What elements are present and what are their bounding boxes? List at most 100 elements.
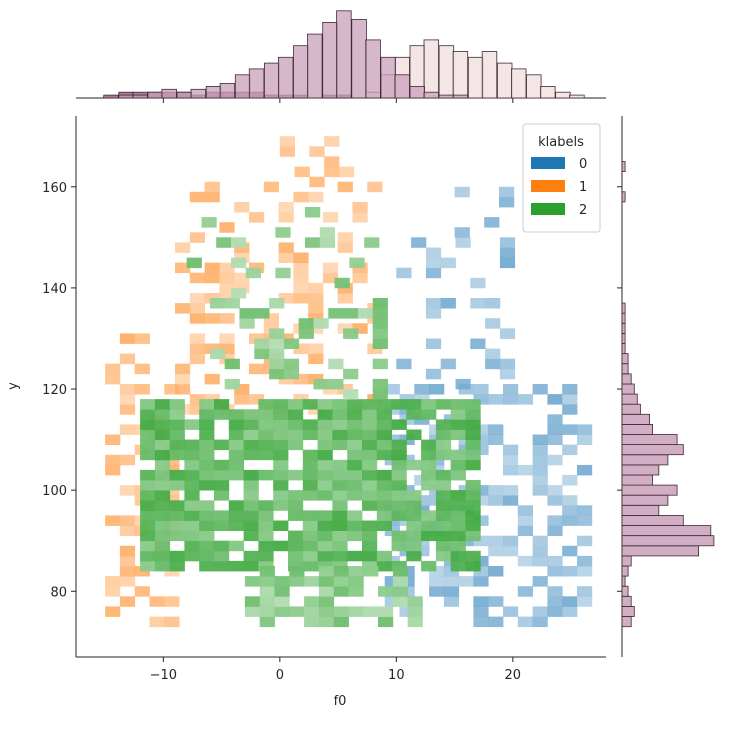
heatmap-cell-2	[376, 560, 392, 572]
heatmap-cell-2	[391, 490, 407, 501]
heatmap-cell-2	[184, 449, 200, 461]
heatmap-cell-2	[258, 550, 274, 562]
heatmap-cell-2	[214, 540, 230, 552]
heatmap-cell-2	[317, 540, 333, 552]
x-axis-label: f0	[334, 694, 347, 709]
heatmap-cell-1	[234, 272, 250, 284]
top-bar-cluster-0	[423, 39, 440, 99]
heatmap-cell-0	[577, 505, 593, 516]
heatmap-cell-2	[348, 576, 364, 587]
heatmap-cell-2	[273, 409, 289, 420]
heatmap-cell-1	[322, 262, 339, 274]
heatmap-cell-2	[231, 237, 247, 248]
heatmap-cell-2	[332, 510, 348, 521]
heatmap-cell-2	[391, 510, 407, 521]
heatmap-cell-1	[189, 394, 205, 405]
top-bar-cluster-0	[452, 51, 469, 99]
right-marginal-bar	[621, 191, 626, 203]
heatmap-cell-2	[362, 550, 378, 562]
heatmap-cell-2	[450, 490, 466, 501]
heatmap-cell-1	[352, 323, 368, 334]
heatmap-cell-2	[302, 480, 318, 491]
heatmap-cell-2	[406, 500, 422, 511]
heatmap-cell-1	[352, 212, 368, 223]
heatmap-cell-0	[547, 515, 563, 526]
heatmap-cell-0	[425, 368, 442, 380]
right-marginal-bar	[621, 302, 626, 314]
heatmap-cell-0	[455, 237, 471, 248]
heatmap-cell-0	[562, 545, 578, 557]
heatmap-cell-2	[406, 540, 422, 552]
heatmap-cell-2	[214, 480, 230, 491]
heatmap-cell-2	[243, 490, 259, 501]
heatmap-cell-2	[254, 338, 270, 349]
heatmap-cell-2	[258, 520, 274, 531]
heatmap-cell-2	[347, 459, 363, 471]
heatmap-cell-0	[547, 414, 563, 425]
heatmap-cell-1	[189, 272, 205, 284]
heatmap-cell-2	[199, 399, 215, 410]
heatmap-cell-0	[485, 348, 501, 360]
heatmap-cell-2	[259, 576, 275, 587]
heatmap-cell-0	[488, 616, 504, 628]
heatmap-cell-2	[372, 328, 388, 339]
heatmap-cell-2	[406, 520, 422, 531]
heatmap-cell-2	[465, 550, 481, 562]
heatmap-cell-1	[293, 373, 309, 385]
heatmap-cell-0	[547, 586, 563, 597]
heatmap-cell-2	[254, 308, 270, 319]
heatmap-cell-2	[328, 308, 344, 319]
heatmap-cell-1	[337, 181, 353, 193]
heatmap-cell-1	[322, 212, 339, 223]
heatmap-cell-2	[406, 550, 422, 562]
heatmap-cell-2	[199, 449, 215, 461]
heatmap-cell-2	[214, 560, 230, 572]
heatmap-cell-0	[547, 394, 563, 405]
heatmap-cell-2	[214, 520, 230, 531]
heatmap-cell-0	[473, 444, 489, 456]
heatmap-cell-2	[214, 459, 230, 471]
heatmap-cell-2	[154, 500, 171, 511]
heatmap-cell-2	[465, 510, 481, 521]
heatmap-cell-0	[396, 267, 412, 279]
heatmap-cell-2	[184, 530, 200, 542]
heatmap-cell-2	[332, 399, 348, 410]
heatmap-cell-2	[184, 419, 200, 430]
heatmap-cell-1	[189, 293, 205, 304]
heatmap-cell-1	[219, 282, 235, 294]
heatmap-cell-2	[154, 469, 171, 481]
heatmap-cell-2	[283, 338, 300, 349]
heatmap-cell-1	[119, 333, 136, 344]
heatmap-cell-0	[414, 545, 430, 557]
heatmap-cell-2	[376, 469, 392, 481]
heatmap-cell-2	[231, 287, 247, 299]
heatmap-cell-0	[473, 485, 489, 496]
heatmap-cell-2	[465, 439, 481, 451]
heatmap-cell-2	[332, 419, 348, 430]
heatmap-cell-0	[562, 424, 578, 435]
heatmap-cell-1	[119, 394, 136, 405]
heatmap-cell-1	[105, 373, 121, 385]
heatmap-cell-2	[317, 419, 333, 430]
right-marginal-bar	[621, 393, 638, 405]
heatmap-cell-2	[258, 449, 274, 461]
heatmap-cell-1	[105, 606, 121, 617]
heatmap-cell-0	[473, 555, 489, 567]
right-marginal-bar	[621, 343, 626, 355]
heatmap-cell-0	[473, 495, 489, 506]
heatmap-cell-2	[154, 560, 171, 572]
heatmap-cell-2	[258, 419, 274, 430]
heatmap-cell-2	[289, 606, 305, 617]
heatmap-cell-1	[189, 232, 205, 243]
heatmap-cell-0	[488, 535, 504, 547]
heatmap-cell-2	[317, 480, 333, 491]
heatmap-cell-0	[473, 535, 489, 547]
heatmap-cell-0	[517, 525, 533, 536]
heatmap-cell-0	[577, 434, 593, 445]
heatmap-cell-2	[259, 566, 275, 577]
heatmap-cell-2	[140, 540, 156, 552]
heatmap-cell-0	[485, 358, 501, 370]
top-bar-cluster-2	[293, 45, 309, 99]
heatmap-cell-2	[231, 257, 247, 269]
heatmap-cell-2	[376, 490, 392, 501]
